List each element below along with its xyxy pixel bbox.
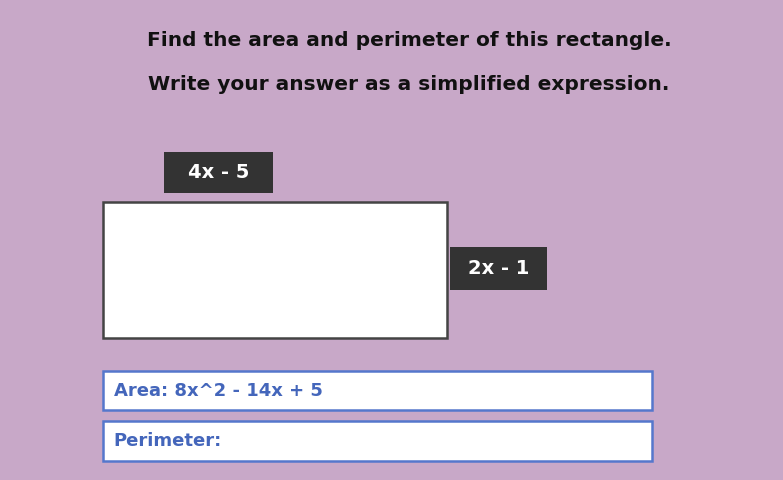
Text: 2x - 1: 2x - 1: [468, 259, 529, 278]
FancyBboxPatch shape: [103, 371, 652, 410]
Text: Find the area and perimeter of this rectangle.: Find the area and perimeter of this rect…: [146, 31, 672, 50]
Text: 4x - 5: 4x - 5: [188, 163, 249, 182]
FancyBboxPatch shape: [450, 247, 547, 290]
Text: Write your answer as a simplified expression.: Write your answer as a simplified expres…: [149, 74, 669, 94]
FancyBboxPatch shape: [164, 153, 272, 193]
FancyBboxPatch shape: [103, 421, 652, 461]
Text: Perimeter:: Perimeter:: [114, 432, 222, 450]
Text: Area: 8x^2 - 14x + 5: Area: 8x^2 - 14x + 5: [114, 382, 323, 400]
FancyBboxPatch shape: [103, 202, 446, 338]
